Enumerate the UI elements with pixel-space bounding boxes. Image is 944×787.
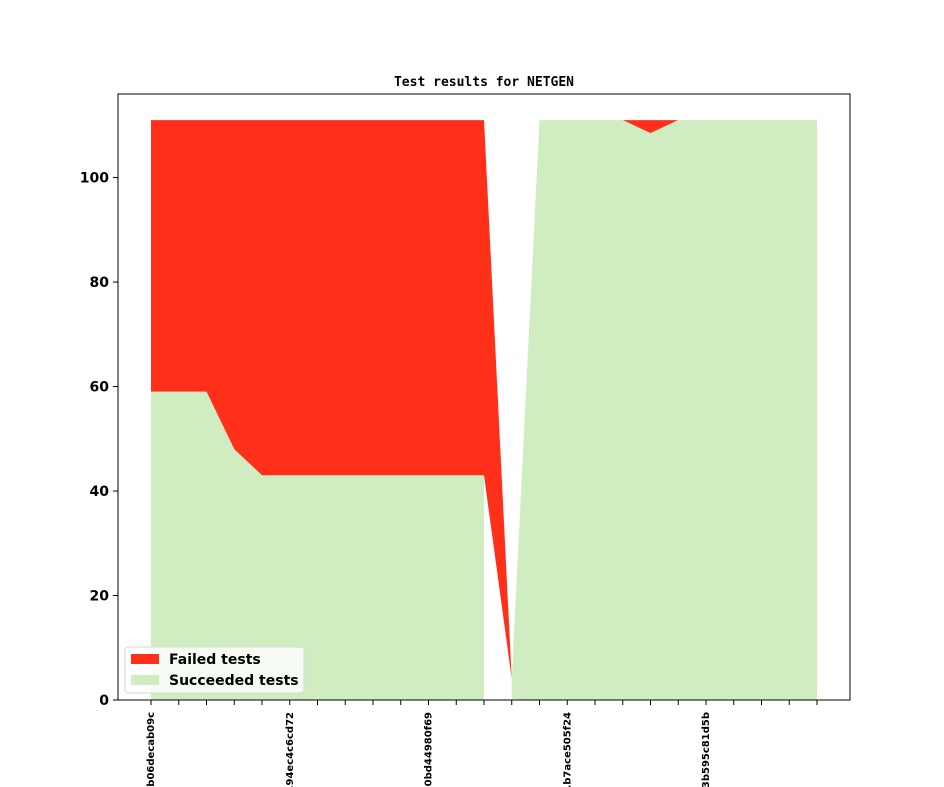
area-succeeded-tests-segment-1	[151, 391, 484, 700]
legend-swatch-failed	[131, 654, 159, 664]
legend-label-succeeded: Succeeded tests	[169, 673, 299, 689]
legend: Failed tests Succeeded tests	[124, 646, 305, 694]
x-tick-label: ...0bd44980f69	[424, 712, 435, 787]
y-tick-label: 80	[90, 275, 110, 291]
y-tick-label: 60	[90, 380, 110, 396]
legend-swatch-succeeded	[131, 675, 159, 685]
y-tick-label: 40	[90, 484, 110, 500]
x-tick-label: ...94ec4c6cd72	[285, 712, 296, 787]
legend-label-failed: Failed tests	[169, 652, 261, 668]
area-failed-tests	[151, 120, 817, 680]
y-tick-label: 0	[99, 693, 109, 709]
x-tick-label: ...b7ace505f24	[562, 712, 573, 787]
plot-areas	[151, 120, 817, 701]
x-tick-label: ...b06decab09c	[146, 712, 157, 787]
y-axis: 0 20 40 60 80 100	[80, 171, 118, 709]
area-succeeded-tests-segment-2	[511, 120, 817, 701]
x-axis: ...b06decab09c ...94ec4c6cd72 ...0bd44980f…	[146, 700, 818, 787]
chart-title: Test results for NETGEN	[394, 75, 574, 90]
x-tick-label: ...3b595c81d5b	[701, 712, 712, 787]
y-tick-label: 100	[80, 171, 109, 187]
legend-box	[124, 646, 305, 694]
y-tick-label: 20	[90, 589, 110, 605]
